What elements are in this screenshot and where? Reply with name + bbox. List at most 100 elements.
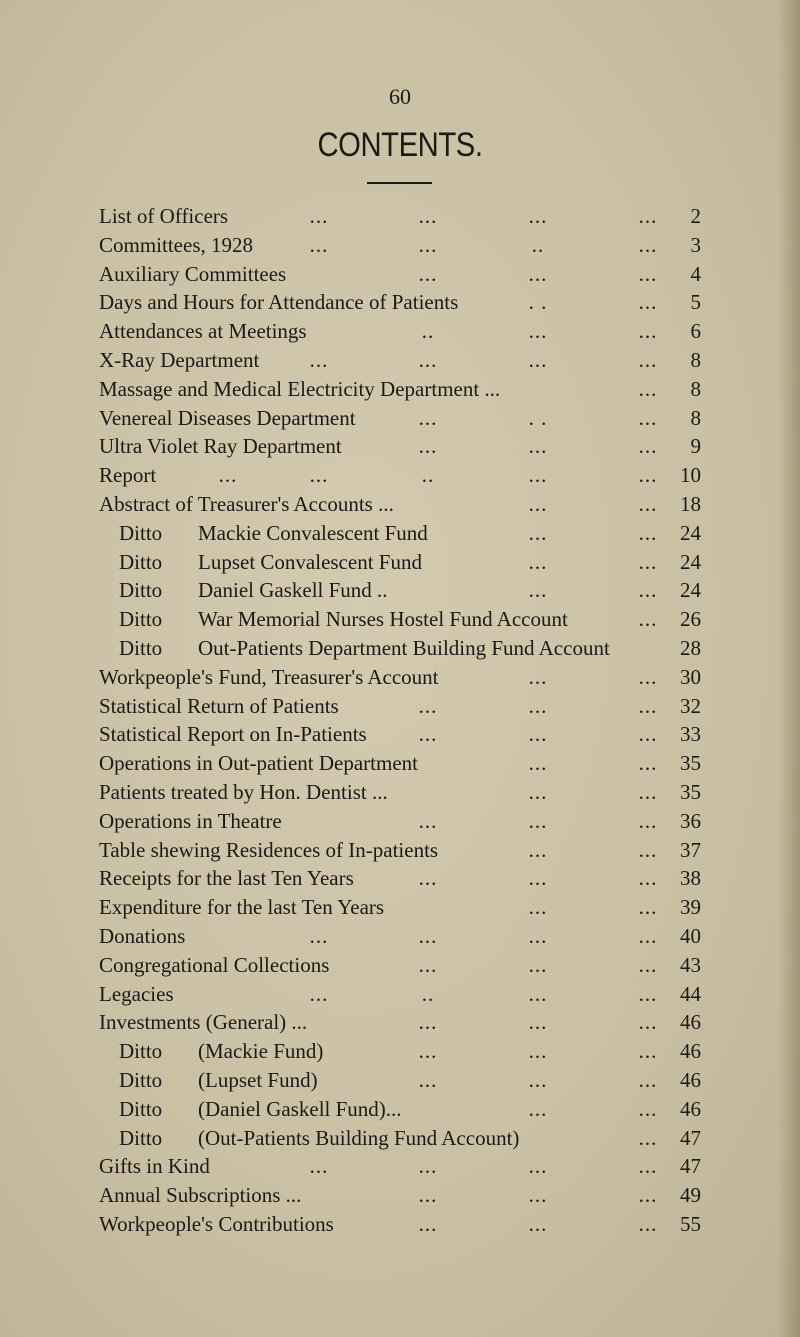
dot-leader: ... xyxy=(638,1096,658,1121)
dot-leader: ... xyxy=(528,1212,548,1236)
contents-entry: Patients treated by Hon. Dentist .......… xyxy=(0,778,800,807)
ditto-label: Ditto xyxy=(119,549,163,574)
contents-entry: Ditto (Lupset Fund)......... 46 xyxy=(0,1066,800,1095)
entry-page-number: 3 xyxy=(690,232,702,257)
entry-page-number: 8 xyxy=(690,405,702,430)
dot-leader: ... xyxy=(218,463,238,488)
dot-leader: ... xyxy=(638,348,658,372)
dot-leader: ... xyxy=(528,722,548,747)
entry-page-number: 6 xyxy=(690,319,702,344)
contents-entry: Ditto (Daniel Gaskell Fund)......... 46 xyxy=(0,1095,800,1124)
entry-title: (Mackie Fund) xyxy=(198,1039,324,1064)
entry-title: Massage and Medical Electricity Departme… xyxy=(99,376,501,401)
dot-leader: ... xyxy=(528,348,548,372)
dot-leader: ... xyxy=(638,664,658,689)
dot-leader: ... xyxy=(418,261,438,286)
entry-page-number: 33 xyxy=(680,722,701,747)
dot-leader: ... xyxy=(528,1096,548,1121)
contents-entry: Statistical Report on In-Patients.......… xyxy=(0,720,800,749)
entry-title: Operations in Theatre xyxy=(99,808,282,833)
dot-leader: ... xyxy=(528,664,548,689)
dot-leader: ... xyxy=(418,952,438,977)
entry-page-number: 24 xyxy=(680,549,701,574)
dot-leader: ... xyxy=(418,1068,438,1092)
dot-leader: ... xyxy=(309,924,329,948)
entry-title: Expenditure for the last Ten Years xyxy=(99,895,385,920)
dot-leader: ... xyxy=(309,204,329,228)
contents-entry: Expenditure for the last Ten Years......… xyxy=(0,893,800,922)
dot-leader: ... xyxy=(418,434,438,459)
dot-leader: ... xyxy=(528,866,548,891)
dot-leader: ... xyxy=(638,1154,658,1179)
dot-leader: ... xyxy=(528,463,548,488)
entry-page-number: 35 xyxy=(680,780,701,804)
dot-leader: ... xyxy=(528,895,548,920)
entry-title: Operations in Out-patient Department xyxy=(99,751,418,776)
page-number: 60 xyxy=(389,84,411,109)
dot-leader: ... xyxy=(528,204,548,228)
dot-leader: .. xyxy=(531,232,545,257)
entry-title: Lupset Convalescent Fund xyxy=(198,549,422,574)
ditto-label: Ditto xyxy=(119,520,163,545)
entry-title: Statistical Return of Patients xyxy=(99,693,339,718)
ditto-label: Ditto xyxy=(119,578,163,603)
contents-entry: Statistical Return of Patients......... 3… xyxy=(0,692,800,721)
dot-leader: ... xyxy=(418,348,438,372)
entry-page-number: 28 xyxy=(680,636,701,660)
dot-leader: ... xyxy=(528,981,548,1006)
contents-entry: Legacies........... 44 xyxy=(0,980,800,1009)
entry-title: Workpeople's Fund, Treasurer's Account xyxy=(99,664,439,689)
dot-leader: . . xyxy=(528,290,548,315)
contents-entry: Ditto Lupset Convalescent Fund...... 24 xyxy=(0,548,800,577)
entry-page-number: 30 xyxy=(680,664,701,689)
dot-leader: ... xyxy=(418,722,438,747)
entry-page-number: 9 xyxy=(690,434,702,459)
entry-page-number: 39 xyxy=(680,895,701,920)
contents-entry: Table shewing Residences of In-patients.… xyxy=(0,836,800,865)
entry-title: Attendances at Meetings xyxy=(99,319,307,344)
contents-entry: Workpeople's Contributions......... 55 xyxy=(0,1210,800,1239)
entry-title: Legacies xyxy=(99,981,174,1006)
dot-leader: ... xyxy=(638,1125,658,1150)
entry-page-number: 4 xyxy=(690,261,702,286)
entry-page-number: 2 xyxy=(690,204,702,228)
entry-title: Workpeople's Contributions xyxy=(99,1212,334,1236)
dot-leader: ... xyxy=(638,1039,658,1064)
dot-leader: ... xyxy=(638,290,658,315)
dot-leader: ... xyxy=(638,837,658,862)
entry-title: Daniel Gaskell Fund .. xyxy=(198,578,388,603)
dot-leader: ... xyxy=(309,981,329,1006)
entry-title: Statistical Report on In-Patients xyxy=(99,722,367,747)
entry-page-number: 8 xyxy=(690,376,702,401)
ditto-label: Ditto xyxy=(119,636,163,660)
entry-title: Out-Patients Department Building Fund Ac… xyxy=(198,636,610,660)
dot-leader: ... xyxy=(528,434,548,459)
dot-leader: ... xyxy=(528,1039,548,1064)
contents-entry: Ditto (Out-Patients Building Fund Account… xyxy=(0,1124,800,1153)
dot-leader: ... xyxy=(638,463,658,488)
entry-page-number: 37 xyxy=(680,837,701,862)
entry-page-number: 8 xyxy=(690,348,702,372)
entry-title: Investments (General) ... xyxy=(99,1010,308,1035)
contents-entry: Massage and Medical Electricity Departme… xyxy=(0,375,800,404)
dot-leader: ... xyxy=(638,924,658,948)
entry-page-number: 32 xyxy=(680,693,701,718)
contents-entry: Ditto (Mackie Fund)......... 46 xyxy=(0,1037,800,1066)
dot-leader: ... xyxy=(638,895,658,920)
entry-title: Committees, 1928 xyxy=(99,232,253,257)
dot-leader: ... xyxy=(309,463,329,488)
dot-leader: ... xyxy=(418,924,438,948)
dot-leader: ... xyxy=(528,751,548,776)
dot-leader: ... xyxy=(528,578,548,603)
contents-entry: Receipts for the last Ten Years.........… xyxy=(0,864,800,893)
entry-page-number: 24 xyxy=(680,520,701,545)
entry-title: Auxiliary Committees xyxy=(99,261,287,286)
entry-title: Ultra Violet Ray Department xyxy=(99,434,342,459)
dot-leader: ... xyxy=(418,866,438,891)
dot-leader: ... xyxy=(638,607,658,632)
dot-leader: ... xyxy=(528,1183,548,1208)
entry-title: War Memorial Nurses Hostel Fund Account xyxy=(198,607,568,632)
dot-leader: ... xyxy=(638,1068,658,1092)
contents-entry: Ditto Out-Patients Department Building Fu… xyxy=(0,634,800,663)
contents-entry: Congregational Collections......... 43 xyxy=(0,951,800,980)
